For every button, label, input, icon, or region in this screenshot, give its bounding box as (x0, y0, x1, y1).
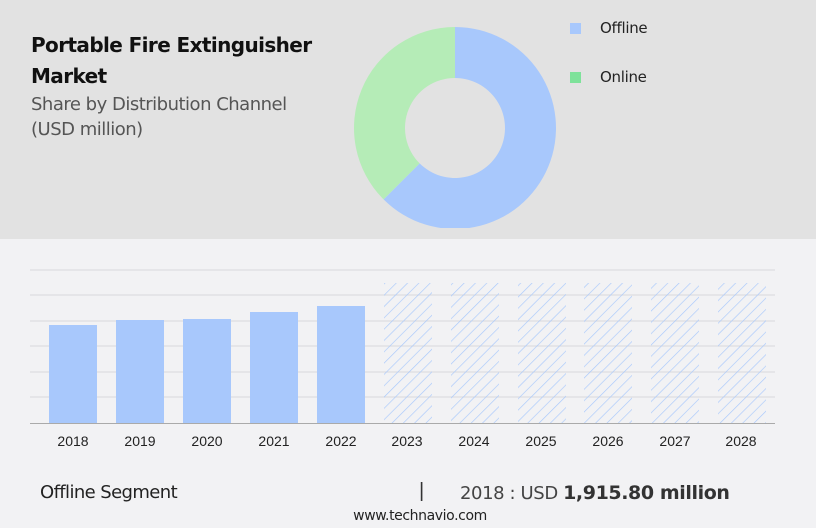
footer-separator: | (419, 480, 425, 502)
legend-label-offline: Offline (600, 19, 648, 37)
bar-chart: 2018 2019 2020 2021 2022 2023 2024 2025 … (30, 269, 775, 449)
bar-2022[interactable] (317, 306, 365, 423)
bar-2020[interactable] (183, 319, 231, 423)
donut-slice-offline[interactable] (383, 27, 556, 229)
chart-subtitle: Share by Distribution Channel (USD milli… (31, 94, 287, 140)
segment-label: Offline Segment (40, 482, 178, 503)
bar-2027[interactable] (651, 283, 699, 423)
donut-slice-online[interactable] (353, 27, 455, 200)
x-label: 2027 (659, 433, 690, 449)
bar-2019[interactable] (116, 320, 164, 423)
x-axis-labels: 2018 2019 2020 2021 2022 2023 2024 2025 … (57, 433, 756, 449)
x-label: 2025 (525, 433, 556, 449)
x-label: 2028 (725, 433, 756, 449)
bar-2026[interactable] (584, 283, 632, 423)
source-url: www.technavio.com (353, 508, 487, 524)
donut-chart (353, 27, 556, 229)
x-label: 2019 (124, 433, 155, 449)
legend-swatch-online (570, 71, 581, 83)
bar-2018[interactable] (49, 325, 97, 423)
legend-label-online: Online (600, 68, 647, 86)
bar-2023[interactable] (384, 283, 432, 423)
x-label: 2022 (325, 433, 356, 449)
x-label: 2021 (258, 433, 289, 449)
x-label: 2018 (57, 433, 88, 449)
segment-value-prefix: 2018 : USD (460, 483, 558, 504)
chart-title: Portable Fire Extinguisher Market (31, 33, 312, 88)
bar-2021[interactable] (250, 312, 298, 423)
x-label: 2024 (458, 433, 489, 449)
x-label: 2023 (391, 433, 422, 449)
x-label: 2020 (191, 433, 222, 449)
segment-value-amount: 1,915.80 million (563, 482, 730, 504)
legend-item-offline[interactable]: Offline (570, 19, 648, 37)
forecast-bars (384, 283, 766, 423)
x-label: 2026 (592, 433, 623, 449)
legend-swatch-offline (570, 22, 581, 34)
bar-2024[interactable] (451, 283, 499, 423)
segment-value: 2018 : USD 1,915.80 million (460, 482, 730, 504)
historic-bars (49, 306, 365, 423)
bar-2028[interactable] (718, 283, 766, 423)
legend-item-online[interactable]: Online (570, 68, 647, 86)
bar-2025[interactable] (518, 283, 566, 423)
